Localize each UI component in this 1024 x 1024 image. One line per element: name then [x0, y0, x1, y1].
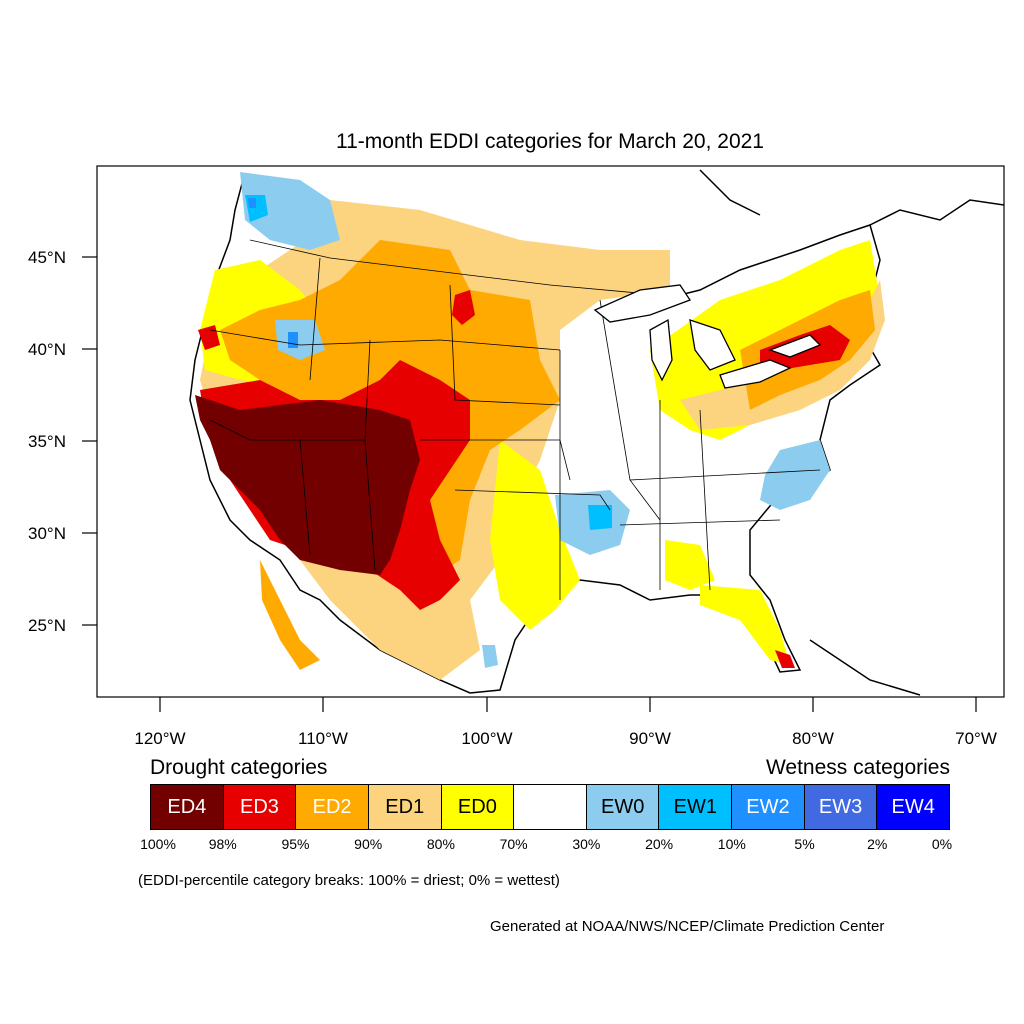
region-ew2-washington	[248, 198, 256, 208]
lat-label: 40°N	[28, 340, 66, 359]
break-label: 90%	[354, 836, 383, 852]
legend-cell-normal	[514, 785, 587, 829]
lon-label: 120°W	[134, 729, 185, 748]
legend-cell-ew4: EW4	[877, 785, 950, 829]
region-ed3-oregon	[198, 325, 220, 350]
legend-cell-ed2: ED2	[296, 785, 369, 829]
map-frame	[96, 165, 1005, 698]
eddi-map: 45°N 40°N 35°N 30°N 25°N 120°W 110°W 100…	[28, 165, 1005, 748]
lon-label: 100°W	[461, 729, 512, 748]
region-ed0-gulf	[665, 540, 715, 590]
credit-line: Generated at NOAA/NWS/NCEP/Climate Predi…	[490, 918, 885, 935]
legend-cell-ed0: ED0	[441, 785, 515, 829]
state-boundaries	[209, 239, 821, 600]
great-lakes	[593, 284, 822, 389]
region-ew0-northwest	[240, 172, 340, 250]
legend-cell-ed3: ED3	[223, 785, 297, 829]
lat-label: 45°N	[28, 248, 66, 267]
legend-cell-ew2: EW2	[732, 785, 805, 829]
break-label: 95%	[281, 836, 310, 852]
break-label: 2%	[867, 836, 888, 852]
lat-ticks	[82, 256, 97, 626]
break-label: 80%	[426, 836, 455, 852]
legend-breaks: 100% 98% 95% 90% 80% 70% 30% 20% 10% 5% 2% 0%	[0, 836, 1024, 856]
map-title: 11-month EDDI categories for March 20, 2…	[336, 130, 764, 153]
lat-label: 30°N	[28, 524, 66, 543]
wetness-heading: Wetness categories	[765, 756, 950, 779]
region-ed1-northeast	[680, 280, 885, 430]
lon-label: 80°W	[792, 729, 834, 748]
lon-labels: 120°W 110°W 100°W 90°W 80°W 70°W	[134, 729, 996, 748]
region-ew2-idaho	[288, 332, 298, 348]
legend-cell-ew1: EW1	[659, 785, 733, 829]
region-ed0-florida	[700, 585, 790, 665]
legend-cell-ew0: EW0	[586, 785, 660, 829]
lon-label: 90°W	[629, 729, 671, 748]
lon-label: 110°W	[298, 729, 348, 748]
break-label: 10%	[717, 836, 746, 852]
region-ed3-dakota	[452, 290, 475, 325]
drought-heading: Drought categories	[150, 756, 328, 779]
break-label: 0%	[931, 836, 953, 852]
break-label: 20%	[645, 836, 674, 852]
region-ew0-carolinas	[760, 440, 830, 510]
legend-color-bar: ED4 ED3 ED2 ED1 ED0 EW0 EW1 EW2 EW3 EW4	[150, 784, 950, 830]
break-label: 5%	[794, 836, 815, 852]
region-ed2-baja	[260, 560, 320, 670]
region-ew1-arkansas	[588, 505, 612, 530]
break-label: 100%	[140, 836, 176, 852]
lon-ticks	[159, 697, 977, 712]
legend-cell-ed4: ED4	[151, 785, 224, 829]
break-label: 70%	[499, 836, 528, 852]
lat-label: 25°N	[28, 616, 66, 635]
lat-label: 35°N	[28, 432, 66, 451]
region-ed0-texas	[490, 440, 580, 630]
lon-label: 70°W	[955, 729, 997, 748]
category-note: (EDDI-percentile category breaks: 100% =…	[138, 872, 560, 889]
region-ed3-florida	[775, 650, 795, 668]
lat-labels: 45°N 40°N 35°N 30°N 25°N	[28, 248, 66, 635]
legend-cell-ew3: EW3	[804, 785, 878, 829]
break-label: 98%	[208, 836, 237, 852]
break-label: 30%	[572, 836, 601, 852]
legend-cell-ed1: ED1	[368, 785, 442, 829]
region-ew0-texas	[482, 645, 498, 668]
coastlines	[699, 169, 1004, 696]
